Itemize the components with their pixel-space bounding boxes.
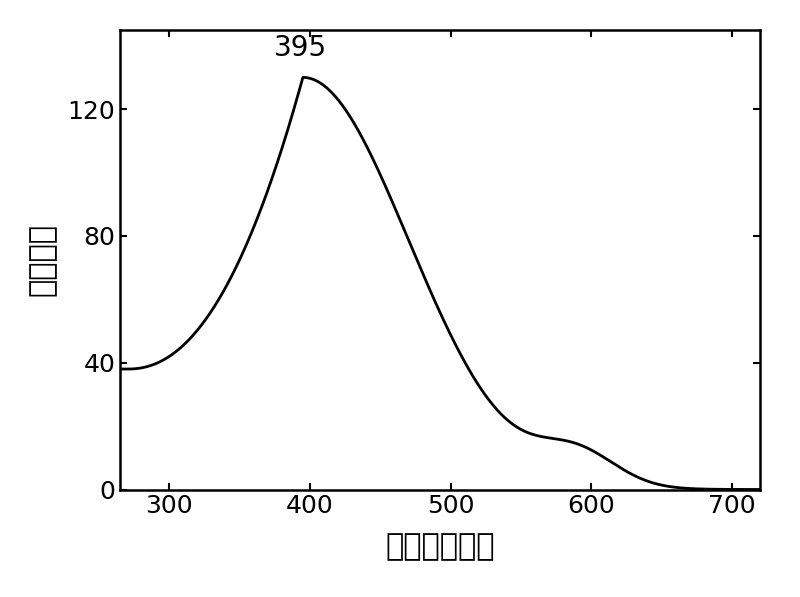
Text: 395: 395 <box>274 33 326 61</box>
X-axis label: 波长（纳米）: 波长（纳米） <box>386 533 494 561</box>
Y-axis label: 荺光强度: 荺光强度 <box>27 223 56 296</box>
